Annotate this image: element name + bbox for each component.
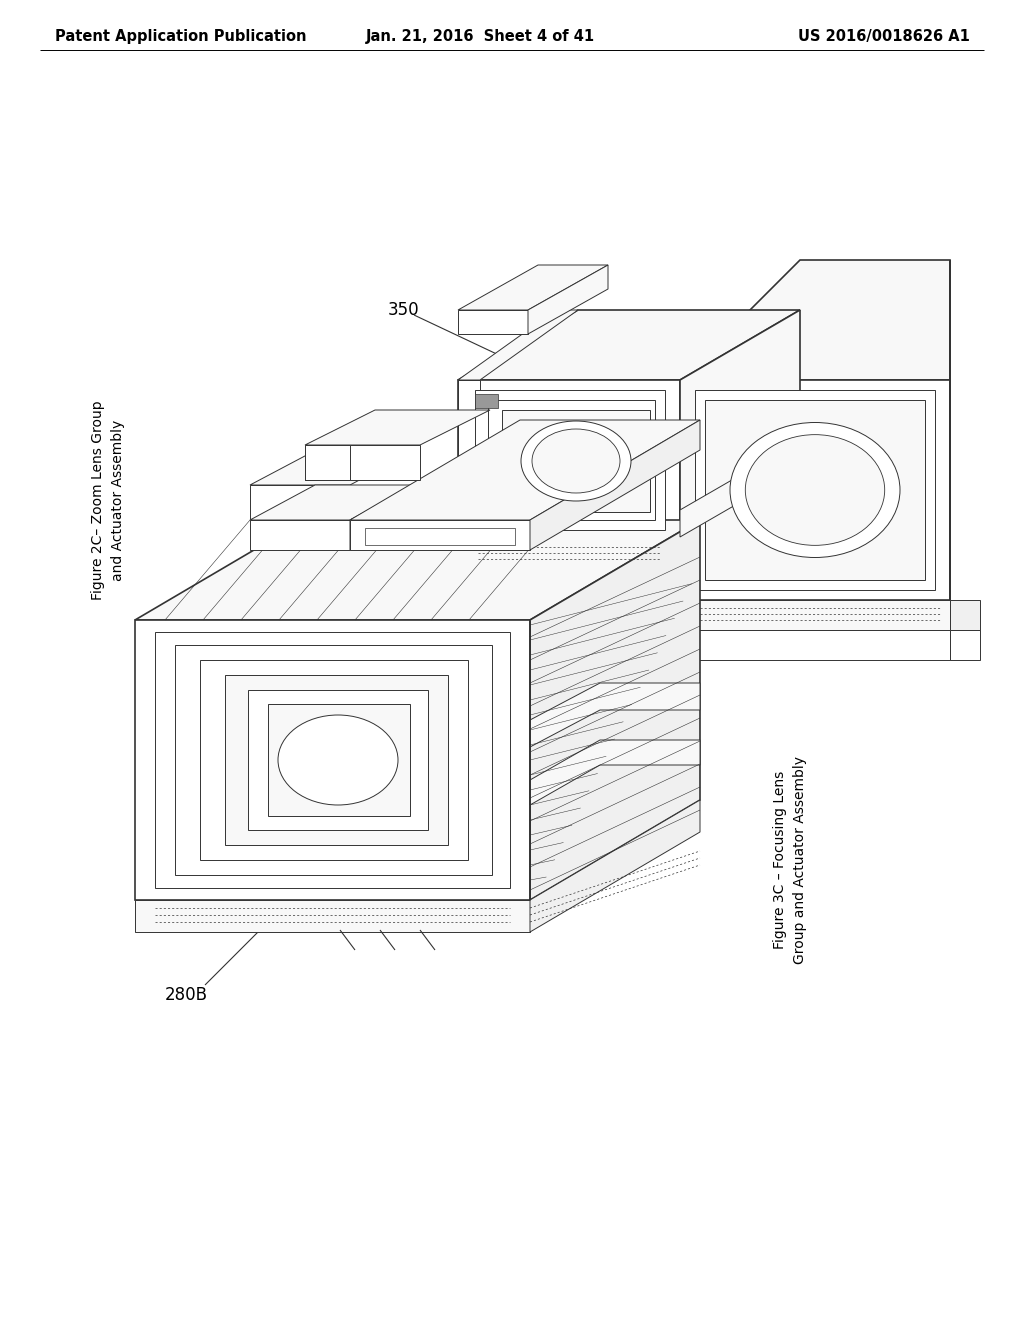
Polygon shape (680, 260, 950, 380)
Text: US 2016/0018626 A1: US 2016/0018626 A1 (798, 29, 970, 45)
Text: Patent Application Publication: Patent Application Publication (55, 29, 306, 45)
Polygon shape (695, 389, 935, 590)
Polygon shape (268, 704, 410, 816)
Ellipse shape (278, 715, 398, 805)
Polygon shape (705, 400, 925, 579)
Polygon shape (248, 690, 428, 830)
Ellipse shape (532, 429, 620, 492)
Ellipse shape (521, 421, 631, 502)
Polygon shape (488, 400, 655, 520)
Polygon shape (175, 645, 492, 875)
Polygon shape (530, 420, 700, 550)
Polygon shape (350, 420, 700, 520)
Polygon shape (458, 265, 608, 310)
Text: Jan. 21, 2016  Sheet 4 of 41: Jan. 21, 2016 Sheet 4 of 41 (366, 29, 595, 45)
Polygon shape (305, 445, 350, 480)
Text: Figure 2C– Zoom Lens Group
and Actuator Assembly: Figure 2C– Zoom Lens Group and Actuator … (91, 400, 125, 599)
Polygon shape (365, 528, 515, 545)
Polygon shape (528, 265, 608, 334)
Text: 350: 350 (388, 301, 420, 319)
Ellipse shape (745, 434, 885, 545)
Polygon shape (458, 380, 680, 540)
Polygon shape (950, 601, 980, 630)
Polygon shape (305, 445, 420, 480)
Polygon shape (502, 411, 650, 512)
Polygon shape (135, 520, 700, 620)
Polygon shape (530, 800, 700, 932)
Polygon shape (250, 484, 350, 520)
Polygon shape (458, 380, 480, 660)
Polygon shape (680, 473, 800, 537)
Text: 280B: 280B (165, 986, 208, 1005)
Polygon shape (680, 470, 800, 562)
Polygon shape (250, 484, 415, 520)
Polygon shape (350, 520, 530, 550)
Polygon shape (950, 630, 980, 660)
Polygon shape (680, 310, 800, 540)
Polygon shape (475, 393, 498, 408)
Polygon shape (155, 632, 510, 888)
Polygon shape (350, 484, 415, 550)
Polygon shape (200, 660, 468, 861)
Polygon shape (458, 540, 680, 562)
Polygon shape (680, 601, 950, 630)
Polygon shape (135, 900, 530, 932)
Polygon shape (135, 620, 530, 900)
Polygon shape (530, 520, 700, 900)
Polygon shape (680, 380, 950, 601)
Polygon shape (250, 447, 420, 484)
Polygon shape (458, 310, 578, 380)
Text: Figure 3C – Focusing Lens
Group and Actuator Assembly: Figure 3C – Focusing Lens Group and Actu… (773, 756, 807, 964)
Polygon shape (458, 310, 528, 334)
Polygon shape (680, 630, 950, 660)
Polygon shape (458, 310, 800, 380)
Polygon shape (250, 520, 350, 550)
Polygon shape (475, 389, 665, 531)
Polygon shape (305, 411, 490, 445)
Polygon shape (530, 682, 700, 747)
Polygon shape (530, 741, 700, 805)
Polygon shape (225, 675, 449, 845)
Ellipse shape (730, 422, 900, 557)
